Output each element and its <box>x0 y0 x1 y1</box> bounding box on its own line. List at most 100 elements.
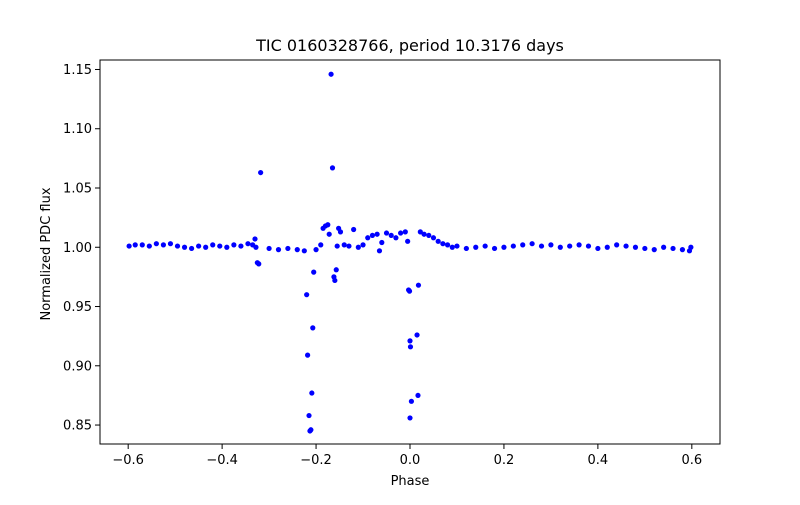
data-point <box>334 243 340 249</box>
data-point <box>642 245 648 252</box>
y-axis: 0.85 0.90 0.95 1.00 1.05 1.10 1.15 <box>63 63 100 434</box>
data-point <box>301 248 307 254</box>
data-point <box>405 238 411 244</box>
data-point <box>329 165 336 171</box>
data-point <box>266 245 272 252</box>
y-tick-label: 1.15 <box>63 63 92 78</box>
y-tick-label: 0.90 <box>63 359 92 374</box>
x-axis-label: Phase <box>391 474 430 489</box>
data-point <box>310 325 316 331</box>
chart-title: TIC 0160328766, period 10.3176 days <box>255 36 564 55</box>
data-point <box>196 243 202 249</box>
data-point <box>449 244 455 250</box>
data-point <box>688 244 694 250</box>
data-point <box>623 243 629 249</box>
data-point <box>308 427 314 433</box>
data-point <box>311 269 317 275</box>
data-point <box>332 277 338 284</box>
x-tick-label: 0.6 <box>681 453 702 468</box>
x-tick-label: 0.2 <box>494 453 515 468</box>
data-point <box>309 390 315 396</box>
data-point <box>440 241 446 247</box>
data-point <box>595 245 601 252</box>
data-point <box>679 247 686 253</box>
x-tick-label: −0.4 <box>206 453 238 468</box>
data-point <box>188 245 195 252</box>
data-point <box>376 248 383 254</box>
data-point <box>414 332 420 338</box>
data-point <box>388 232 394 239</box>
data-point <box>426 232 432 239</box>
data-point <box>337 229 344 235</box>
data-point <box>252 236 258 242</box>
data-point <box>435 238 441 244</box>
data-point <box>306 412 312 419</box>
data-point <box>576 242 582 248</box>
data-point <box>328 71 334 77</box>
data-point <box>294 247 300 253</box>
data-point <box>160 242 167 248</box>
data-point <box>253 244 259 250</box>
y-tick-label: 1.00 <box>63 241 92 256</box>
data-point <box>238 243 244 249</box>
y-tick-label: 0.85 <box>63 419 92 434</box>
data-point <box>203 244 209 250</box>
data-point <box>258 169 264 176</box>
data-point <box>374 231 380 237</box>
x-tick-label: −0.2 <box>300 453 332 468</box>
data-point <box>417 229 423 235</box>
data-point <box>421 231 427 237</box>
data-point <box>304 292 310 298</box>
data-point <box>318 242 324 248</box>
data-point <box>482 243 488 249</box>
data-point <box>408 398 415 404</box>
data-point <box>245 241 251 247</box>
data-point <box>520 242 526 248</box>
data-point <box>383 230 390 236</box>
data-point <box>365 235 371 241</box>
data-point <box>167 241 174 247</box>
y-axis-label: Normalized PDC flux <box>39 187 54 320</box>
data-point <box>351 226 357 233</box>
data-point <box>651 247 657 253</box>
data-point <box>126 243 132 249</box>
data-point <box>355 244 361 250</box>
data-point <box>305 352 311 358</box>
data-point <box>407 338 413 344</box>
data-point <box>146 243 152 249</box>
data-point <box>510 243 516 249</box>
x-axis: −0.6 −0.4 −0.2 0.0 0.2 0.4 0.6 <box>112 444 702 468</box>
data-point <box>670 245 676 252</box>
data-point <box>415 392 421 399</box>
y-tick-label: 1.05 <box>63 182 92 197</box>
data-point <box>256 261 262 267</box>
data-point <box>529 241 535 247</box>
data-point <box>557 244 563 250</box>
data-point <box>325 222 331 228</box>
data-point <box>231 242 237 248</box>
y-tick-label: 0.95 <box>63 300 92 315</box>
x-tick-label: 0.4 <box>588 453 609 468</box>
data-point <box>139 242 145 248</box>
data-point <box>402 229 408 235</box>
data-point <box>333 267 339 273</box>
data-point <box>393 235 399 241</box>
data-point <box>360 242 366 248</box>
data-point <box>538 243 545 249</box>
data-point <box>430 235 437 241</box>
data-point <box>632 244 639 250</box>
data-point <box>398 230 404 236</box>
data-point <box>285 245 291 252</box>
plot-area: −0.6 −0.4 −0.2 0.0 0.2 0.4 0.6 0.85 0.90 0.95 1.0… <box>63 59 721 468</box>
data-point <box>341 242 347 248</box>
data-point <box>614 242 620 248</box>
data-point <box>224 244 230 250</box>
data-point <box>369 232 376 239</box>
data-point <box>406 288 413 294</box>
data-point <box>153 241 159 247</box>
data-point <box>275 247 282 253</box>
data-point <box>210 242 216 248</box>
data-point <box>463 245 469 252</box>
x-tick-label: 0.0 <box>400 453 421 468</box>
